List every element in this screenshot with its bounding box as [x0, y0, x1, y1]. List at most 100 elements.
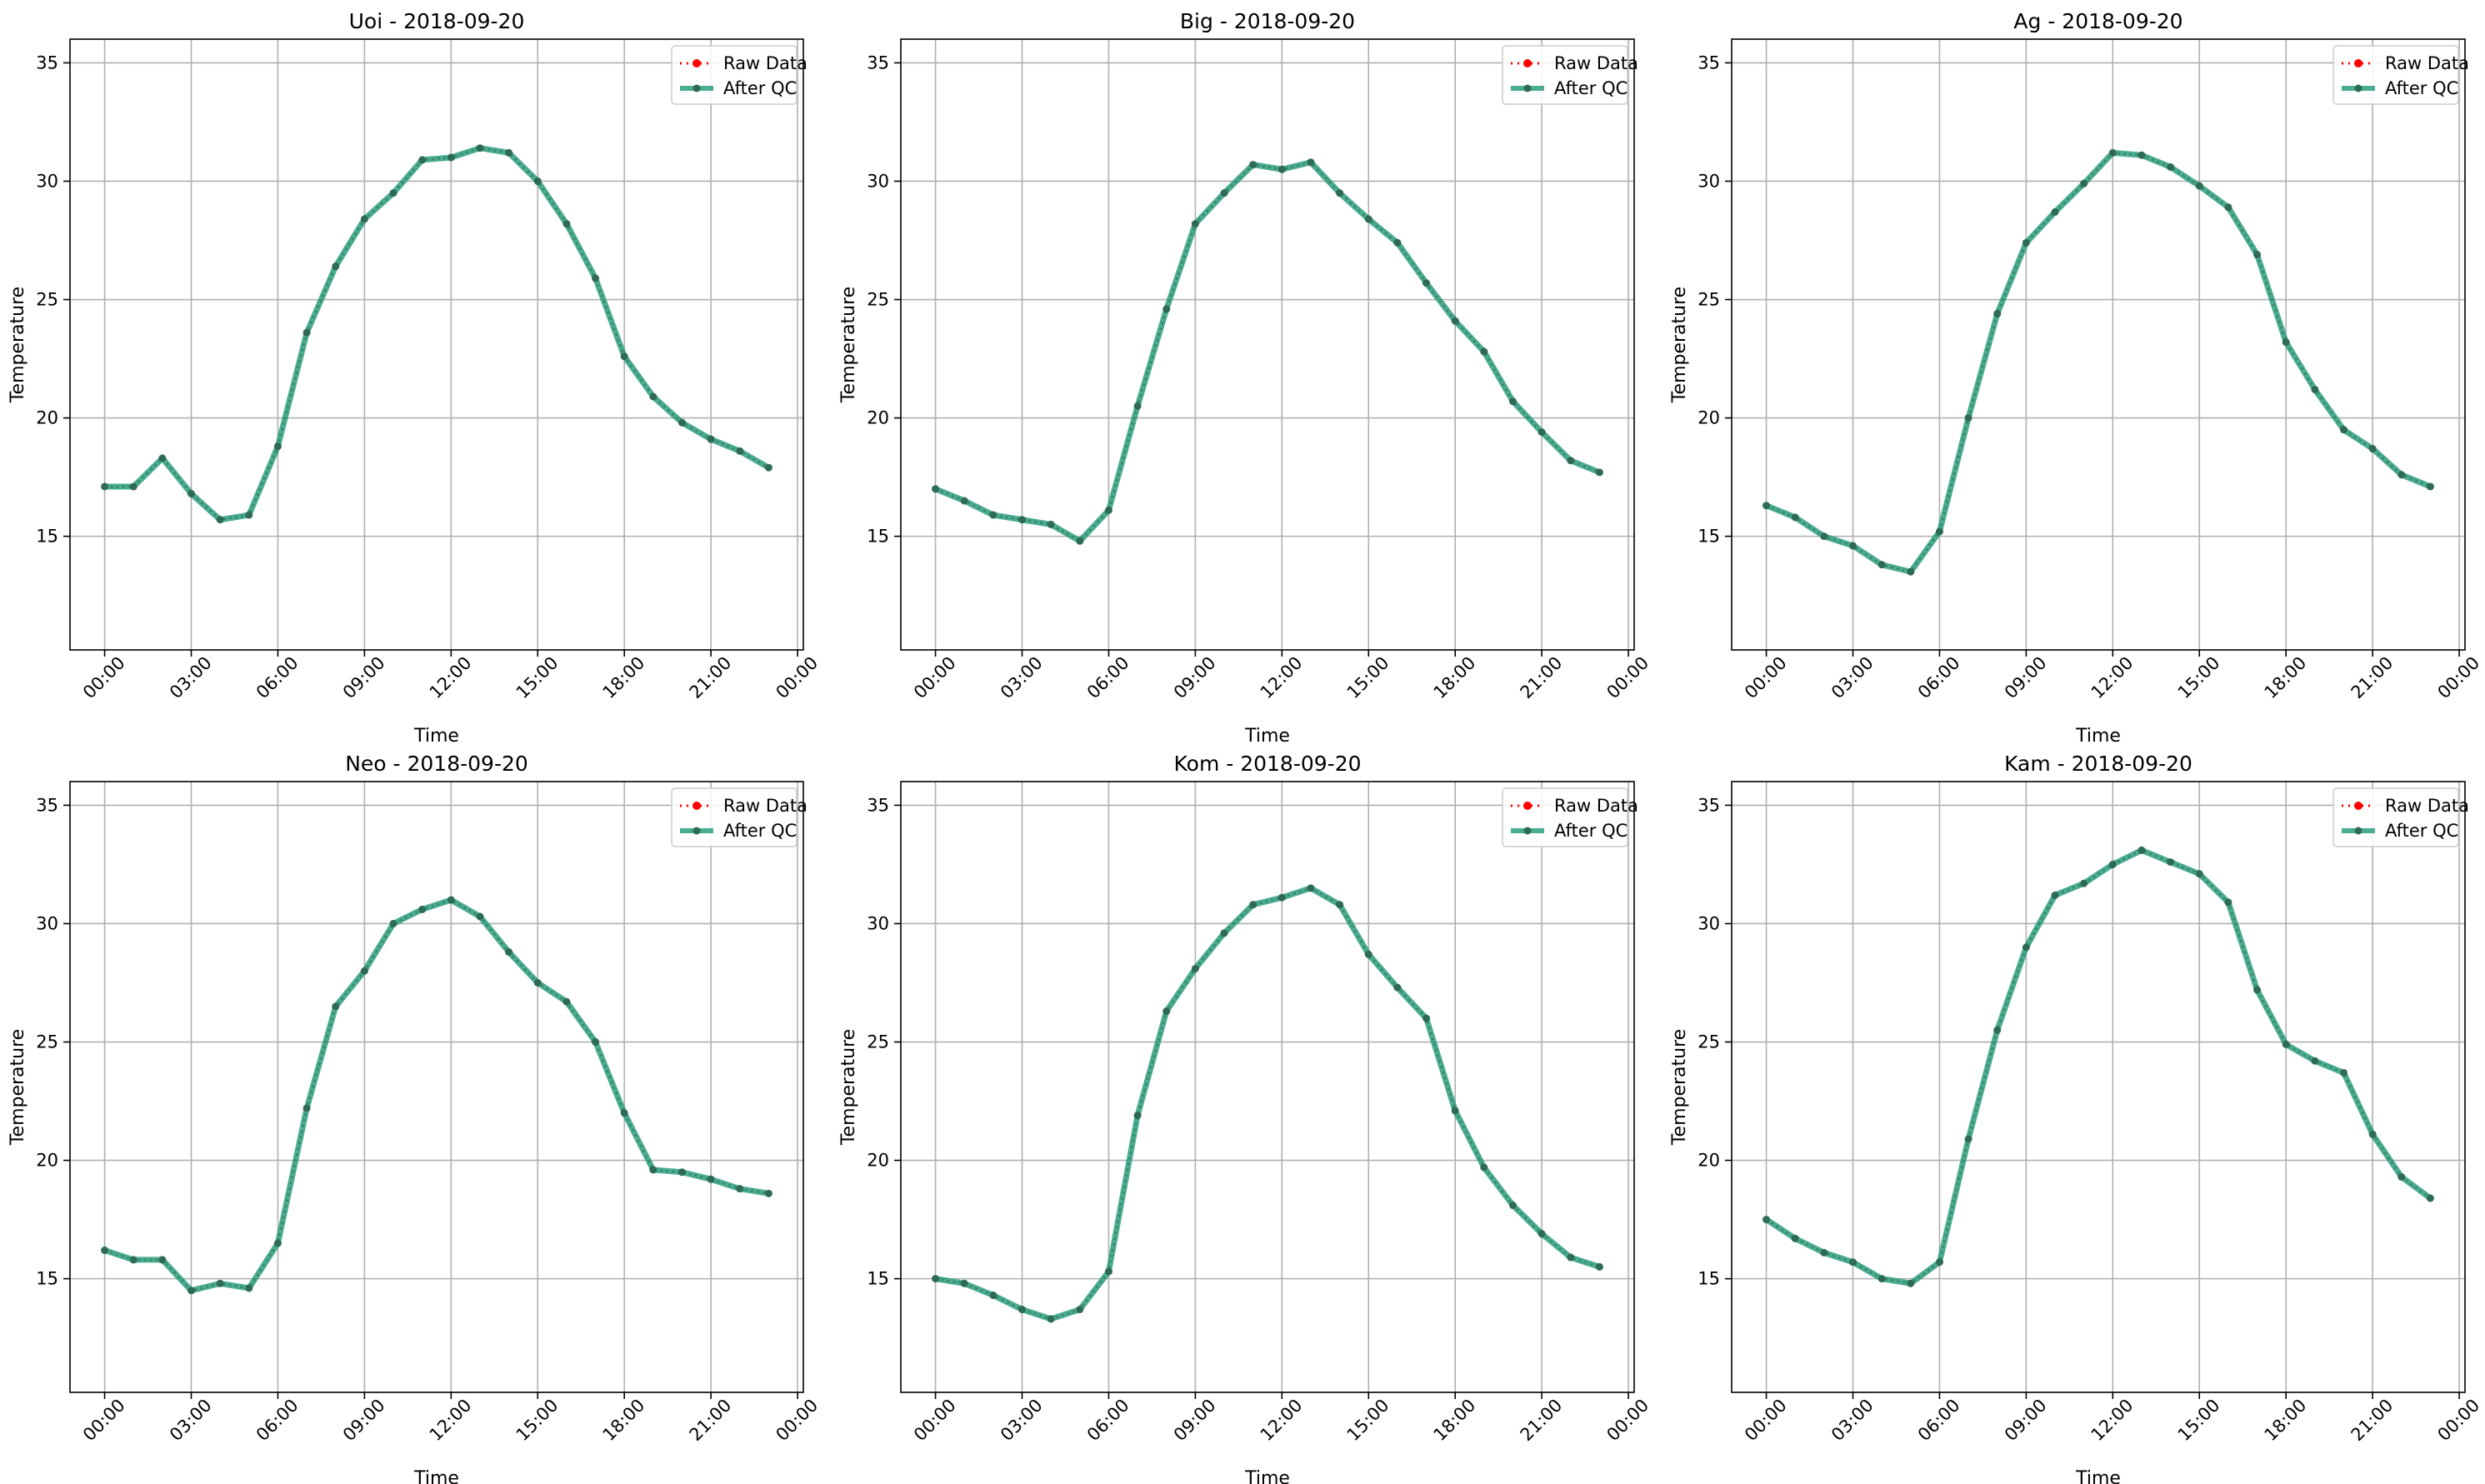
after-qc-point: [620, 1109, 628, 1117]
subplot-title: Ag - 2018-09-20: [2013, 9, 2182, 33]
x-tick-label: 03:00: [997, 1395, 1047, 1445]
legend-qc-label: After QC: [723, 821, 797, 841]
after-qc-point: [1849, 542, 1858, 550]
after-qc-point: [1307, 158, 1315, 167]
x-tick-label: 21:00: [2348, 652, 2398, 702]
x-tick-label: 15:00: [1343, 652, 1393, 702]
x-tick-label: 00:00: [1741, 1395, 1791, 1445]
x-tick-label: 18:00: [599, 1395, 649, 1445]
after-qc-point: [1278, 893, 1286, 902]
x-tick-label: 00:00: [772, 1395, 822, 1445]
axes-frame: [900, 38, 1635, 651]
legend-raw-label: Raw Data: [2385, 53, 2469, 73]
series-after-qc-line: [103, 897, 769, 1294]
series-raw-data-line: [1765, 849, 2432, 1285]
axes-frame: [69, 781, 804, 1393]
after-qc-point: [447, 896, 455, 904]
y-tick-label: 35: [867, 52, 889, 72]
x-axis-label: Time: [2075, 1468, 2121, 1484]
y-tick-label: 20: [867, 1151, 889, 1171]
y-tick-label: 20: [867, 408, 889, 428]
x-tick-label: 12:00: [426, 652, 476, 702]
after-qc-point: [2398, 471, 2406, 479]
y-axis-label: Temperature: [8, 287, 28, 403]
x-tick-label: 00:00: [2433, 652, 2483, 702]
y-axis-label: Temperature: [838, 1029, 859, 1146]
series-after-qc-line: [935, 885, 1601, 1322]
subplot-title: Kom - 2018-09-20: [1174, 752, 1362, 776]
x-axis-label: Time: [2075, 726, 2121, 747]
subplot-title: Big - 2018-09-20: [1180, 9, 1355, 33]
y-axis-label: Temperature: [1669, 1029, 1690, 1146]
series-raw-data-line: [935, 161, 1600, 542]
subplot-3: 00:00 03:00 06:00 09:00 12:00 15:00 18:00 21:00…: [1669, 9, 2483, 747]
y-tick-label: 15: [36, 527, 58, 547]
after-qc-point: [1422, 1014, 1431, 1022]
x-tick-label: 09:00: [339, 1395, 389, 1445]
x-tick-label: 03:00: [166, 652, 216, 702]
after-qc-point: [1104, 1267, 1112, 1276]
x-tick-label: 00:00: [2433, 1395, 2483, 1445]
x-tick-label: 21:00: [2348, 1395, 2398, 1445]
legend-qc-marker: [1523, 827, 1532, 835]
y-tick-label: 20: [36, 408, 58, 428]
y-tick-label: 20: [36, 1151, 58, 1171]
after-qc-point: [1018, 516, 1027, 524]
series-after-qc-line: [934, 159, 1601, 544]
x-tick-label: 06:00: [1083, 652, 1133, 702]
x-tick-label: 21:00: [1517, 652, 1567, 702]
after-qc-point: [1820, 1248, 1828, 1257]
legend-raw-label: Raw Data: [1554, 53, 1638, 73]
x-tick-label: 00:00: [79, 1395, 129, 1445]
legend-qc-label: After QC: [723, 78, 797, 98]
series-raw-data-line: [104, 147, 770, 522]
after-qc-point: [332, 1002, 340, 1011]
legend: Raw Data After QC: [1502, 45, 1638, 105]
y-tick-label: 15: [36, 1269, 58, 1289]
series-after-qc-line: [104, 145, 771, 523]
subplot-2: 00:00 03:00 06:00 09:00 12:00 15:00 18:00 21:00…: [838, 9, 1652, 747]
subplot-6: 00:00 03:00 06:00 09:00 12:00 15:00 18:00 21:00…: [1669, 752, 2483, 1484]
legend-raw-marker: [2354, 59, 2362, 67]
legend-raw-marker: [1523, 802, 1532, 810]
x-tick-label: 00:00: [910, 652, 960, 702]
x-tick-label: 15:00: [2174, 1395, 2224, 1445]
axes-frame: [900, 781, 1635, 1393]
legend: Raw Data After QC: [671, 787, 808, 847]
y-tick-label: 25: [867, 1032, 889, 1052]
x-tick-label: 15:00: [512, 1395, 562, 1445]
x-tick-label: 09:00: [1170, 652, 1220, 702]
x-tick-label: 12:00: [1257, 1395, 1307, 1445]
y-tick-label: 20: [1698, 408, 1720, 428]
x-axis-label: Time: [413, 1468, 459, 1484]
legend: Raw Data After QC: [1502, 787, 1638, 847]
legend: Raw Data After QC: [2332, 787, 2469, 847]
after-qc-point: [2051, 207, 2059, 216]
legend-qc-marker: [2354, 84, 2362, 92]
y-tick-label: 35: [1698, 52, 1720, 72]
after-qc-point: [1162, 305, 1171, 313]
y-tick-label: 30: [1698, 913, 1720, 933]
x-tick-label: 18:00: [1430, 1395, 1480, 1445]
x-tick-label: 00:00: [910, 1395, 960, 1445]
y-tick-label: 25: [1698, 1032, 1720, 1052]
after-qc-point: [101, 482, 109, 491]
y-tick-label: 30: [1698, 171, 1720, 191]
series-raw-data-line: [1766, 152, 2431, 573]
legend-qc-marker: [692, 84, 701, 92]
axes-frame: [1731, 38, 2466, 651]
y-tick-label: 15: [867, 527, 889, 547]
x-axis-label: Time: [1244, 726, 1290, 747]
axes-frame: [69, 38, 804, 651]
after-qc-point: [1047, 520, 1055, 528]
legend-raw-marker: [692, 59, 701, 67]
y-tick-label: 25: [36, 1032, 58, 1052]
x-tick-label: 00:00: [1602, 1395, 1652, 1445]
after-qc-point: [2282, 338, 2290, 347]
legend-qc-label: After QC: [1554, 78, 1628, 98]
x-tick-label: 21:00: [686, 1395, 736, 1445]
after-qc-point: [592, 274, 600, 282]
subplot-4: 00:00 03:00 06:00 09:00 12:00 15:00 18:00 21:00…: [8, 752, 822, 1484]
after-qc-point: [1595, 1262, 1603, 1271]
legend-raw-label: Raw Data: [723, 53, 808, 73]
